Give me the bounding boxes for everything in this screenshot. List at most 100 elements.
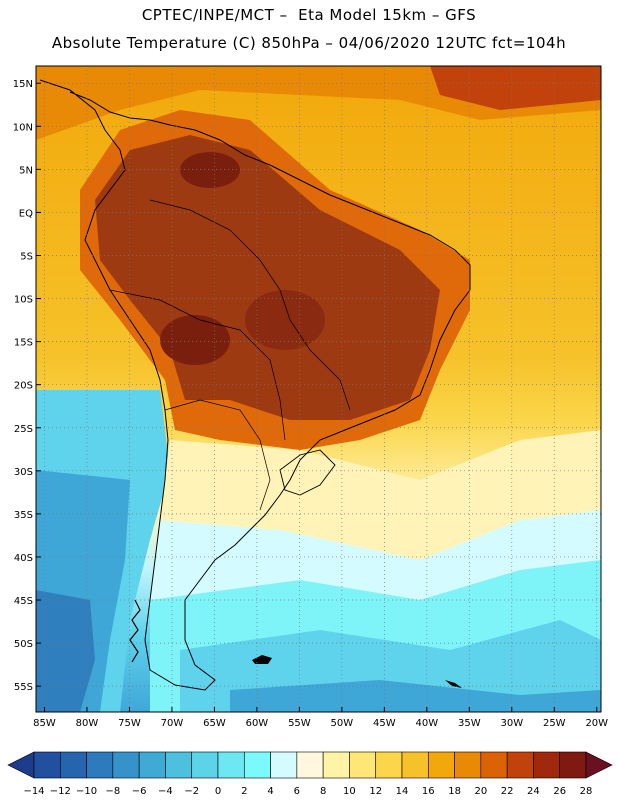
colorbar-box	[322, 751, 350, 779]
coldest-atlantic-south	[230, 680, 601, 712]
colorbar-label: 0	[215, 786, 221, 797]
colorbar-label: −8	[105, 786, 120, 797]
colorbar-label: 16	[422, 786, 435, 797]
colorbar-box	[349, 751, 377, 779]
colorbar-max-arrow	[585, 751, 613, 779]
colorbar-box	[243, 751, 271, 779]
colorbar-label: −14	[23, 786, 44, 797]
longitude-labels: 85W 80W 75W 70W 65W 60W 55W 50W 45W 40W 35W 30W 25W 2…	[33, 718, 608, 729]
colorbar-box	[296, 751, 324, 779]
south-georgia	[445, 680, 462, 688]
lon-label: 60W	[246, 718, 269, 729]
latitude-labels: 15N 10N 5N EQ 5S 10S 15S 20S 25S 30S 35S 40S 45S 50S 5…	[13, 79, 33, 693]
colorbar-box	[138, 751, 166, 779]
lat-label: 15S	[14, 338, 33, 349]
coldest-pacific	[36, 590, 95, 712]
map-title-line1: CPTEC/INPE/MCT – Eta Model 15km – GFS	[141, 6, 477, 24]
colorbar-label: 14	[396, 786, 409, 797]
lon-label: 50W	[331, 718, 354, 729]
lon-label: 45W	[373, 718, 396, 729]
hot-spot-brazil	[245, 290, 325, 350]
lat-label: 15N	[13, 79, 33, 90]
lat-label: 25S	[14, 424, 33, 435]
colorbar-label: 6	[294, 786, 300, 797]
graticule	[36, 66, 601, 712]
colorbar-box	[454, 751, 482, 779]
cool-band	[150, 510, 601, 600]
lat-label: 35S	[14, 510, 33, 521]
chile-archipelago	[129, 599, 141, 663]
colorbar-box	[480, 751, 508, 779]
border-line-2	[109, 289, 286, 441]
map-title-line2: Absolute Temperature (C) 850hPa – 04/06/…	[51, 34, 567, 52]
lon-label: 20W	[585, 718, 608, 729]
colorbar-label: 8	[320, 786, 326, 797]
lon-label: 85W	[33, 718, 56, 729]
colorbar-box	[401, 751, 429, 779]
lat-label: 50S	[14, 639, 33, 650]
colorbar-label: 28	[580, 786, 593, 797]
lat-label: 10N	[13, 122, 33, 133]
colorbar-box	[191, 751, 219, 779]
colorbar-label: −6	[132, 786, 147, 797]
continent-coastline	[39, 79, 471, 691]
lon-label: 80W	[76, 718, 99, 729]
colorbar-label: 18	[448, 786, 461, 797]
falklands	[252, 655, 272, 664]
colorbar-label: 20	[474, 786, 487, 797]
lat-label: 55S	[14, 682, 33, 693]
colorbar-label: −2	[184, 786, 199, 797]
colorbar-label: −10	[76, 786, 97, 797]
colorbar-box	[559, 751, 587, 779]
colorbar-label: 26	[553, 786, 566, 797]
lat-label: 5N	[19, 165, 33, 176]
lon-label: 75W	[118, 718, 141, 729]
lon-label: 40W	[416, 718, 439, 729]
hot-spot-venezuela	[180, 152, 240, 188]
colorbar-label: 24	[527, 786, 540, 797]
colorbar-box	[375, 751, 403, 779]
colorbar-label: 10	[343, 786, 356, 797]
lat-label: 30S	[14, 467, 33, 478]
colorbar-box	[427, 751, 455, 779]
lat-label: 10S	[14, 295, 33, 306]
lat-label: 20S	[14, 381, 33, 392]
map-frame	[35, 65, 602, 713]
lat-label: 45S	[14, 596, 33, 607]
lat-label: 5S	[20, 251, 33, 262]
colorbar-label: 4	[267, 786, 273, 797]
colorbar-box	[217, 751, 245, 779]
border-line-1	[149, 199, 351, 411]
colorbar-box	[270, 751, 298, 779]
colorbar-label: 2	[241, 786, 247, 797]
colorbar: −14 −12 −10 −8 −6 −4 −2 0 2 4 6 8 10 12 14 16 18 20 22 24 26…	[7, 751, 613, 797]
colorbar-box	[165, 751, 193, 779]
lon-label: 30W	[500, 718, 523, 729]
colorbar-label: −12	[50, 786, 71, 797]
lon-label: 65W	[203, 718, 226, 729]
mild-band	[160, 430, 601, 560]
lon-label: 70W	[161, 718, 184, 729]
lat-label: 40S	[14, 553, 33, 564]
colorbar-min-arrow	[7, 751, 35, 779]
lon-label: 55W	[288, 718, 311, 729]
colorbar-box	[33, 751, 61, 779]
colorbar-label: 22	[501, 786, 514, 797]
uruguay-outline	[279, 449, 336, 496]
colorbar-box	[533, 751, 561, 779]
colorbar-label: 12	[369, 786, 382, 797]
border-line-3	[164, 399, 271, 511]
temperature-field	[36, 66, 601, 712]
colorbar-label: −4	[158, 786, 173, 797]
caribbean-hot	[430, 66, 601, 110]
colorbar-box	[59, 751, 87, 779]
lon-label: 35W	[458, 718, 481, 729]
colorbar-box	[506, 751, 534, 779]
lon-label: 25W	[543, 718, 566, 729]
colorbar-box	[86, 751, 114, 779]
hot-spot-bolivia	[160, 315, 230, 365]
colorbar-box	[112, 751, 140, 779]
lat-label: EQ	[19, 208, 33, 219]
